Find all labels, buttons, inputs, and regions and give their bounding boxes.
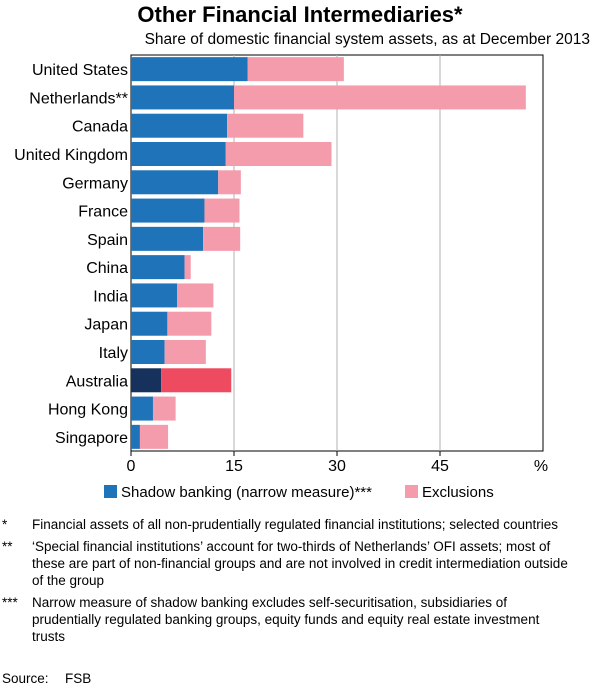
chart-title: Other Financial Intermediaries* xyxy=(137,2,463,27)
bar-exclusions xyxy=(247,57,344,82)
bar-shadow-banking xyxy=(131,57,248,82)
category-label: Netherlands** xyxy=(29,90,128,107)
legend: Shadow banking (narrow measure)*** Exclu… xyxy=(0,484,600,504)
bar-exclusions xyxy=(204,198,240,223)
category-label: Hong Kong xyxy=(48,402,128,419)
category-label: Japan xyxy=(84,317,128,334)
x-unit-label: % xyxy=(534,458,548,475)
bar-exclusions xyxy=(177,283,214,308)
source-value: FSB xyxy=(65,671,92,686)
x-tick-label: 15 xyxy=(225,458,243,475)
bar-shadow-banking xyxy=(131,340,165,364)
bar-exclusions xyxy=(161,368,232,393)
category-label: India xyxy=(93,288,128,305)
bar-shadow-banking xyxy=(131,396,153,421)
footnote-mark: ** xyxy=(2,539,13,554)
bar-shadow-banking xyxy=(131,170,219,195)
footnote-text: Narrow measure of shadow banking exclude… xyxy=(32,595,540,644)
bar-shadow-banking xyxy=(131,311,168,336)
chart-subtitle: Share of domestic financial system asset… xyxy=(144,31,590,48)
bar-shadow-banking xyxy=(131,283,178,308)
legend-label-shadow: Shadow banking (narrow measure)*** xyxy=(121,484,372,501)
legend-label-exclusions: Exclusions xyxy=(422,484,494,501)
category-label: Australia xyxy=(66,373,128,390)
footnote: *** Narrow measure of shadow banking exc… xyxy=(0,594,600,645)
bar-exclusions xyxy=(234,85,526,110)
bar-exclusions xyxy=(164,340,206,364)
footnote: ** ‘Special financial institutions’ acco… xyxy=(0,538,600,589)
bar-exclusions xyxy=(203,226,241,251)
x-tick-label: 0 xyxy=(127,458,136,475)
footnote: * Financial assets of all non-prudential… xyxy=(0,516,600,533)
category-label: Italy xyxy=(99,345,128,362)
category-label: China xyxy=(86,260,128,277)
source-line: Source: FSB xyxy=(2,671,91,686)
legend-item-shadow: Shadow banking (narrow measure)*** xyxy=(104,484,372,501)
footnote-text: ‘Special financial institutions’ account… xyxy=(32,539,568,588)
bar-exclusions xyxy=(227,113,304,138)
bar-exclusions xyxy=(184,255,191,280)
category-label: Singapore xyxy=(55,430,128,447)
footnote-mark: * xyxy=(2,517,8,532)
category-label: United Kingdom xyxy=(14,147,128,164)
bar-exclusions xyxy=(139,424,169,449)
bar-exclusions xyxy=(152,396,176,421)
x-tick-label: 30 xyxy=(328,458,346,475)
bar-shadow-banking xyxy=(131,113,228,138)
bar-exclusions xyxy=(218,170,241,195)
x-tick-label: 45 xyxy=(431,458,449,475)
category-label: Germany xyxy=(62,175,128,192)
legend-item-exclusions: Exclusions xyxy=(405,484,494,501)
category-label: France xyxy=(78,204,128,221)
bar-shadow-banking xyxy=(131,424,140,449)
bar-shadow-banking xyxy=(131,142,226,166)
bar-exclusions xyxy=(167,311,212,336)
bar-shadow-banking xyxy=(131,226,204,251)
bar-exclusions xyxy=(225,142,332,166)
category-label: Spain xyxy=(87,232,128,249)
bar-shadow-banking xyxy=(131,255,185,280)
bar-shadow-banking xyxy=(131,198,205,223)
footnotes: * Financial assets of all non-prudential… xyxy=(0,516,600,650)
source-label: Source: xyxy=(2,671,49,686)
legend-swatch-exclusions xyxy=(405,485,418,498)
category-label: Canada xyxy=(72,119,128,136)
footnote-text: Financial assets of all non-prudentially… xyxy=(32,517,559,532)
category-label: United States xyxy=(32,62,128,79)
bar-shadow-banking xyxy=(131,85,234,110)
legend-swatch-shadow xyxy=(104,485,117,498)
bar-shadow-banking xyxy=(131,368,162,393)
footnote-mark: *** xyxy=(2,595,18,610)
bar-chart: 0 15 30 45 % United States Netherlands** Canada… xyxy=(14,54,548,475)
